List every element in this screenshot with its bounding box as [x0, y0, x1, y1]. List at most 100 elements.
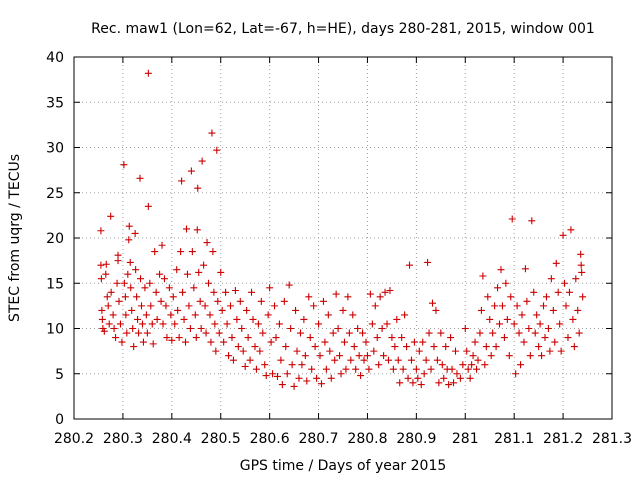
data-point	[508, 215, 516, 223]
data-point	[225, 352, 233, 360]
data-point	[135, 329, 143, 337]
data-point	[366, 290, 374, 298]
data-point	[146, 279, 154, 287]
x-tick-label: 280.6	[250, 431, 290, 447]
data-point	[118, 338, 126, 346]
data-point	[463, 347, 471, 355]
data-point	[157, 297, 165, 305]
data-point	[384, 356, 392, 364]
data-point	[159, 320, 167, 328]
data-point	[264, 311, 272, 319]
data-point	[507, 293, 515, 301]
data-point	[223, 320, 231, 328]
data-point	[138, 320, 146, 328]
data-point	[292, 306, 300, 314]
data-point	[505, 352, 513, 360]
data-point	[324, 311, 332, 319]
data-point	[542, 293, 550, 301]
data-point	[484, 293, 492, 301]
data-point	[316, 352, 324, 360]
data-point	[105, 320, 113, 328]
data-point	[110, 325, 118, 332]
data-point	[536, 320, 544, 328]
data-point	[126, 258, 134, 266]
data-point	[380, 352, 388, 360]
data-point	[191, 311, 199, 319]
data-point	[205, 279, 212, 287]
data-point	[375, 361, 383, 369]
data-point	[502, 279, 510, 287]
data-point	[127, 284, 135, 292]
data-point	[520, 338, 528, 346]
data-point	[579, 293, 587, 301]
data-point	[148, 320, 156, 328]
data-point	[473, 365, 481, 373]
y-tick-label: 20	[46, 231, 64, 247]
data-point	[448, 365, 456, 373]
data-point	[122, 311, 130, 319]
data-point	[577, 250, 585, 258]
data-point	[487, 352, 495, 360]
data-point	[451, 347, 459, 355]
data-point	[287, 325, 295, 332]
data-point	[238, 325, 246, 332]
data-point	[162, 302, 170, 310]
data-point	[273, 372, 281, 380]
y-tick-label: 35	[46, 95, 64, 111]
data-point	[551, 338, 559, 346]
data-point	[271, 302, 279, 310]
x-tick-label: 280.3	[103, 431, 143, 447]
data-point	[360, 356, 368, 364]
data-point	[577, 261, 585, 269]
x-tick-label: 280.8	[347, 431, 387, 447]
data-point	[492, 343, 500, 351]
data-point	[267, 338, 275, 346]
data-point	[215, 329, 223, 337]
data-point	[102, 260, 110, 268]
data-point	[331, 356, 339, 364]
data-point	[182, 338, 190, 346]
data-point	[396, 379, 404, 387]
data-point	[303, 377, 311, 385]
data-point	[518, 311, 526, 319]
data-point	[332, 290, 340, 298]
data-point	[438, 361, 446, 369]
data-point	[491, 302, 499, 310]
data-point	[574, 306, 582, 314]
data-point	[474, 356, 482, 364]
data-point	[213, 146, 221, 154]
data-point	[399, 365, 407, 373]
x-axis-ticks: 280.2 280.3 280.4 280.5 280.6 280.7 280.8 280.9…	[54, 57, 632, 447]
data-point	[575, 329, 583, 337]
data-point	[544, 325, 552, 332]
data-point	[207, 338, 215, 346]
data-point	[167, 311, 175, 319]
data-point	[137, 275, 145, 283]
data-point	[104, 302, 112, 310]
data-point	[132, 266, 140, 274]
data-point	[547, 275, 555, 283]
data-point	[243, 306, 251, 314]
data-point	[412, 365, 420, 373]
data-point	[317, 380, 325, 388]
data-point	[340, 338, 348, 346]
data-point	[503, 315, 511, 323]
y-tick-label: 25	[46, 186, 64, 202]
data-point	[128, 306, 136, 314]
data-point	[383, 320, 391, 328]
data-point	[144, 202, 152, 210]
data-point	[409, 379, 417, 387]
data-point	[464, 365, 472, 373]
data-point	[209, 248, 217, 256]
data-point	[257, 297, 265, 305]
data-point	[498, 302, 506, 310]
data-point	[163, 334, 171, 342]
data-point	[381, 288, 389, 296]
data-point	[315, 320, 323, 328]
data-point	[103, 293, 111, 301]
data-point	[134, 315, 142, 323]
data-point	[552, 259, 560, 267]
data-point	[165, 284, 173, 292]
data-point	[259, 329, 267, 337]
data-point	[217, 268, 225, 276]
